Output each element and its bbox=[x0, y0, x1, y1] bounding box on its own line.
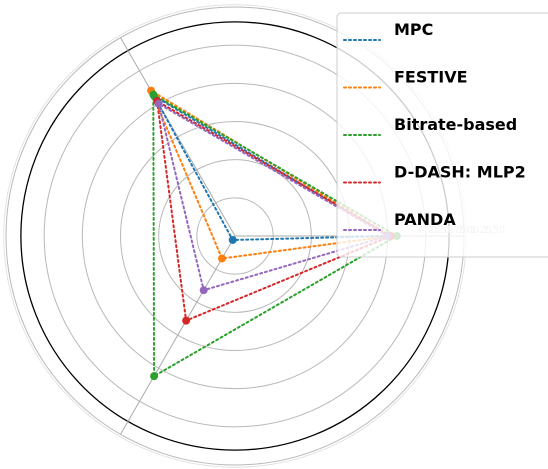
series-point bbox=[182, 316, 191, 325]
series-line bbox=[151, 93, 392, 242]
legend-label: Bitrate-based bbox=[394, 115, 517, 134]
legend-label: FESTIVE bbox=[394, 68, 468, 87]
legend-label: D-DASH: MLP2 bbox=[394, 163, 526, 182]
series-point bbox=[154, 99, 163, 108]
series-line bbox=[155, 99, 393, 323]
legend-frame bbox=[336, 12, 548, 258]
series-point bbox=[199, 286, 208, 295]
series-point bbox=[150, 372, 159, 381]
axis-spoke bbox=[120, 235, 236, 435]
series-point bbox=[218, 254, 227, 263]
series-point bbox=[149, 90, 158, 99]
series-point bbox=[228, 235, 237, 244]
legend-label: PANDA bbox=[394, 210, 456, 229]
series-line bbox=[152, 92, 399, 378]
axis-spoke bbox=[120, 37, 236, 237]
legend: MPC FESTIVE Bitrate-based D-DASH: MLP2 PANDA bbox=[336, 12, 548, 258]
series-line bbox=[157, 101, 391, 292]
legend-label: MPC bbox=[394, 20, 433, 39]
